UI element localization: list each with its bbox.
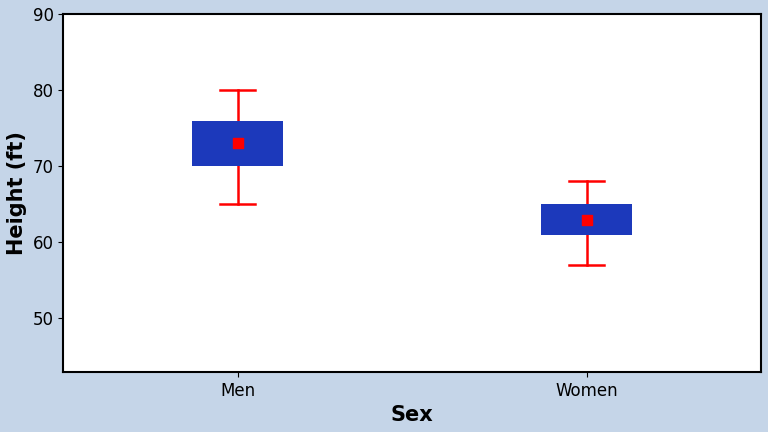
Point bbox=[581, 216, 593, 223]
Bar bbox=[541, 204, 632, 235]
Point bbox=[231, 140, 243, 147]
X-axis label: Sex: Sex bbox=[391, 405, 433, 425]
Y-axis label: Height (ft): Height (ft) bbox=[7, 131, 27, 255]
Bar bbox=[192, 121, 283, 166]
